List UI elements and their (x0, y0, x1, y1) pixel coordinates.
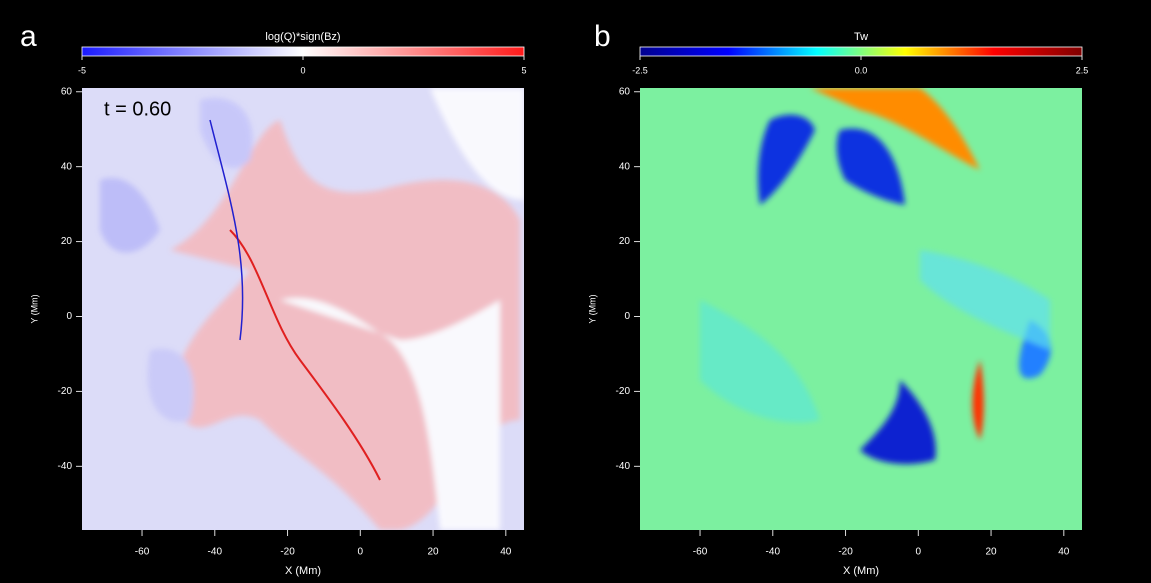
y-tick-label: 40 (61, 161, 73, 172)
heatmap-image (82, 88, 524, 530)
annotation: t = 0.60 (104, 98, 171, 120)
colorbar-tick-label: 2.5 (1076, 65, 1089, 75)
panel-label: a (20, 20, 37, 53)
x-tick-label: 0 (358, 547, 364, 558)
y-tick-label: 20 (61, 236, 73, 247)
colorbar (81, 46, 525, 57)
y-tick-label: 60 (619, 86, 631, 97)
x-tick-label: 20 (427, 547, 439, 558)
heatmap-image (640, 88, 1082, 530)
x-tick-label: 40 (500, 547, 512, 558)
x-tick-label: 20 (985, 547, 997, 558)
colorbar-tick-label: 0 (300, 65, 305, 75)
colorbar-tick-label: -5 (78, 65, 86, 75)
y-axis-label: Y (Mm) (29, 294, 39, 323)
y-tick-label: -20 (58, 386, 73, 397)
y-tick-label: 60 (61, 86, 73, 97)
x-tick-label: -40 (766, 547, 781, 558)
y-tick-label: 40 (619, 161, 631, 172)
y-tick-label: 0 (624, 311, 630, 322)
y-axis-label: Y (Mm) (587, 294, 597, 323)
colorbar (639, 46, 1083, 57)
colorbar-tick-label: 5 (521, 65, 526, 75)
x-axis-label: X (Mm) (843, 565, 879, 577)
colorbar-tick-label: -2.5 (632, 65, 648, 75)
colorbar-tick-label: 0.0 (855, 65, 868, 75)
x-tick-label: -60 (693, 547, 708, 558)
y-tick-label: -20 (616, 386, 631, 397)
x-tick-label: 0 (916, 547, 922, 558)
x-tick-label: -40 (208, 547, 223, 558)
x-tick-label: -20 (280, 547, 295, 558)
x-tick-label: 40 (1058, 547, 1070, 558)
x-axis-label: X (Mm) (285, 565, 321, 577)
x-tick-label: -20 (838, 547, 853, 558)
x-tick-label: -60 (135, 547, 150, 558)
colorbar-title: Tw (854, 31, 868, 43)
colorbar-title: log(Q)*sign(Bz) (265, 31, 340, 43)
y-tick-label: 20 (619, 236, 631, 247)
y-tick-label: -40 (616, 461, 631, 472)
y-tick-label: 0 (66, 311, 72, 322)
y-tick-label: -40 (58, 461, 73, 472)
panel-label: b (594, 20, 611, 53)
